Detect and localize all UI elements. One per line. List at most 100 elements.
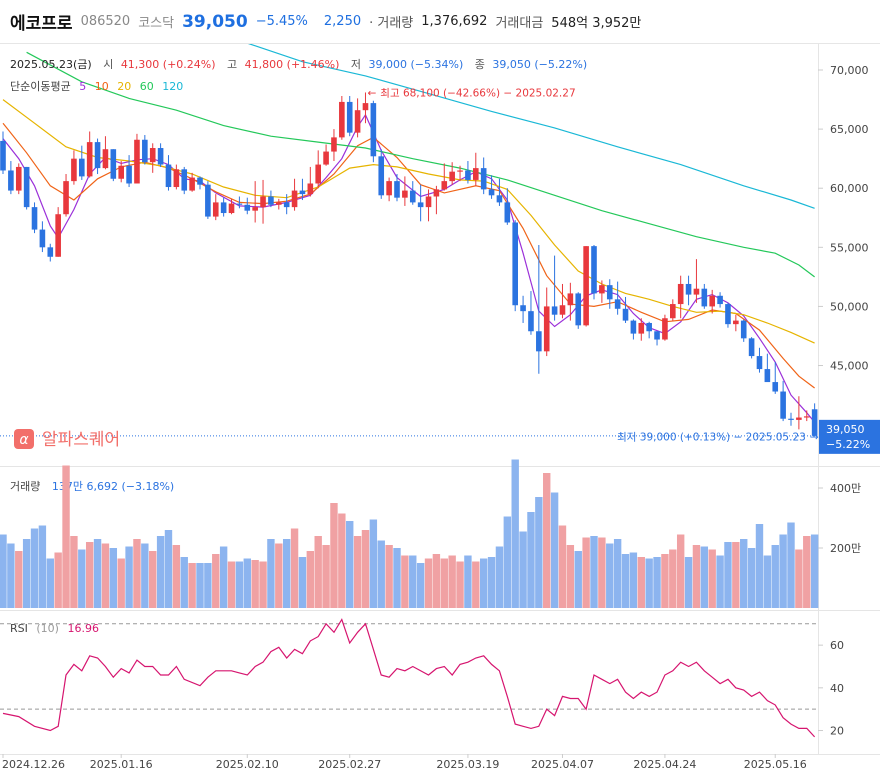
candle-body: [55, 214, 61, 257]
volume-bar: [306, 551, 315, 608]
volume-bar: [724, 542, 732, 608]
candle: [803, 410, 810, 422]
volume-bar: [732, 542, 740, 608]
high-annotation: ← 최고 68,100 (−42.66%) − 2025.02.27: [367, 87, 575, 99]
candle: [662, 314, 668, 341]
candle-body: [331, 137, 337, 152]
volume-bar: [708, 549, 716, 608]
candle-body: [315, 164, 321, 184]
candle-body: [630, 320, 637, 334]
volume-bar: [322, 545, 330, 608]
candle: [567, 282, 574, 321]
candle: [465, 161, 471, 184]
candle: [606, 279, 613, 309]
candle: [47, 243, 54, 262]
candle: [228, 198, 235, 215]
candle-body: [157, 148, 164, 165]
candle-body: [551, 306, 558, 315]
candle-body: [268, 196, 274, 205]
volume-bar: [511, 459, 519, 608]
volume-bar: [472, 561, 480, 608]
volume-bar: [795, 549, 803, 608]
candle: [796, 396, 802, 430]
candle-body: [394, 181, 400, 198]
volume-bar: [353, 536, 362, 608]
candle-body: [473, 168, 479, 180]
candle: [244, 197, 251, 215]
candle: [291, 178, 298, 211]
ma-line-20: [2, 99, 815, 344]
volume-bar: [282, 539, 291, 608]
candle-body: [220, 202, 227, 214]
volume-bar: [219, 546, 228, 608]
candle: [134, 133, 140, 184]
candle-body: [126, 165, 132, 184]
volume-bar: [227, 561, 236, 608]
volume-bar: [669, 549, 677, 608]
candle-body: [205, 184, 211, 217]
stock-chart[interactable]: 45,000 50,000 55,000 60,000 65,000 70,000 39,…: [0, 44, 880, 777]
candle: [512, 220, 518, 312]
candle-body: [370, 103, 377, 157]
price-tick-label: 55,000: [830, 241, 869, 254]
candle: [638, 318, 645, 341]
low-annotation: 최저 39,000 (+0.13%) − 2025.05.23 →: [617, 431, 819, 443]
candle: [71, 150, 77, 185]
candle: [55, 207, 61, 257]
volume-bar: [582, 537, 590, 608]
rsi-line: [2, 618, 816, 738]
candle: [362, 92, 369, 124]
volume-bar: [314, 536, 322, 608]
candle: [110, 149, 117, 182]
candle-body: [291, 190, 298, 208]
volume-bar: [141, 543, 149, 608]
stock-header: 에코프로 086520 코스닥 39,050 −5.45% 2,250 · 거래…: [0, 0, 880, 44]
date-tick-label: 2024.12.26: [2, 758, 65, 771]
candle-body: [8, 170, 14, 191]
candle: [457, 165, 463, 182]
ma-legend[interactable]: 단순이동평균 5 10 20 60 120: [10, 80, 183, 93]
price-tick-label: 65,000: [830, 123, 869, 136]
volume-bar: [338, 513, 346, 608]
candle-body: [543, 306, 550, 352]
rsi-tick-label: 20: [830, 725, 844, 738]
candle: [0, 131, 6, 175]
volume-bar: [361, 530, 370, 608]
candle: [559, 283, 566, 319]
candle: [220, 197, 227, 217]
candle-body: [173, 169, 180, 188]
open-value: 41,300 (+0.24%): [121, 58, 216, 71]
volume-bar: [298, 557, 307, 608]
candle: [39, 221, 46, 253]
volume-bar: [519, 531, 527, 608]
volume-bar: [440, 558, 448, 608]
candle: [551, 255, 558, 321]
candle-body: [212, 202, 219, 217]
stock-name[interactable]: 에코프로: [10, 14, 73, 34]
candle: [165, 155, 172, 191]
candle: [307, 166, 314, 197]
candle: [685, 275, 692, 306]
candle-body: [346, 101, 353, 133]
candle-body: [47, 247, 54, 257]
candle-body: [441, 181, 448, 190]
candle: [764, 353, 771, 383]
candle: [693, 259, 700, 303]
volume-bar: [448, 555, 456, 608]
candle-body: [756, 356, 763, 370]
candle: [496, 178, 503, 206]
candle-body: [63, 181, 69, 215]
candle: [788, 412, 794, 426]
candle: [212, 194, 219, 221]
ma-legend-10: 10: [95, 80, 109, 93]
volume-bar: [779, 534, 787, 608]
candle: [346, 96, 353, 137]
price-tick-label: 60,000: [830, 182, 869, 195]
market-label: 코스닥: [138, 16, 175, 31]
candle: [126, 155, 132, 188]
candle-body: [417, 202, 424, 208]
volume-bar: [803, 536, 811, 608]
price-axis: 45,000 50,000 55,000 60,000 65,000 70,000: [818, 64, 869, 373]
candle-body: [480, 168, 487, 190]
high-arrow-icon: ←: [367, 87, 376, 99]
